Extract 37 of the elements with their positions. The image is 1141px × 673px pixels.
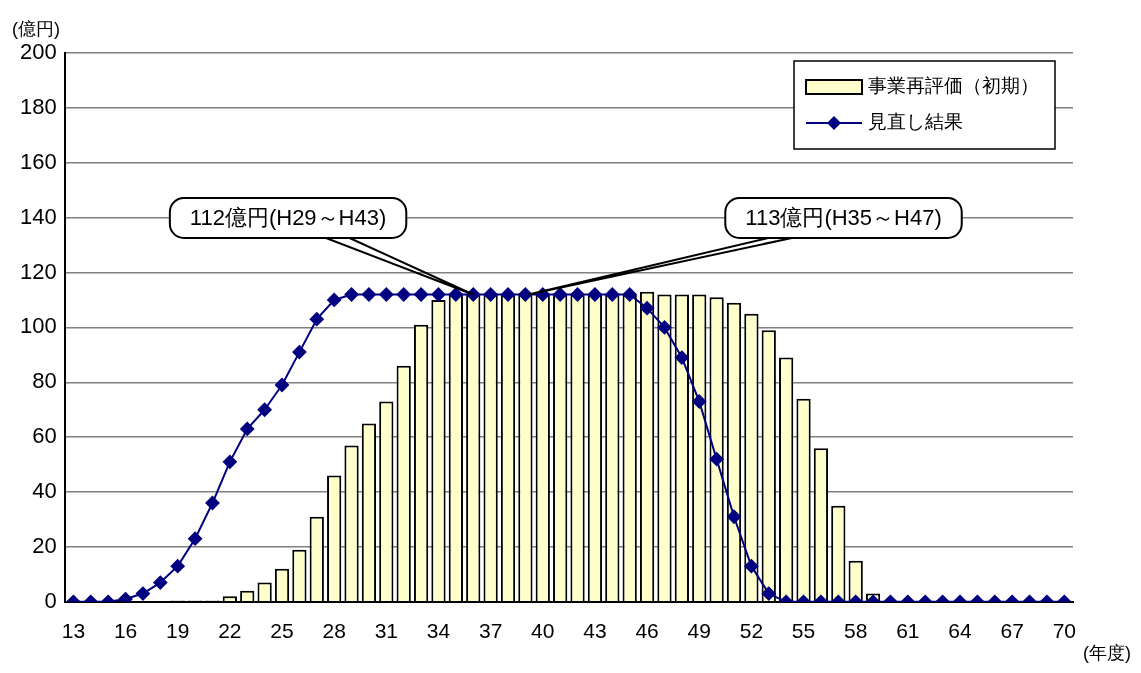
x-tick-label: 31 [374,619,398,643]
x-tick-label: 19 [166,619,190,643]
y-tick-label: 60 [32,423,57,449]
x-tick-label: 25 [270,619,294,643]
y-tick-label: 40 [32,478,57,504]
x-tick-label: 13 [61,619,86,643]
x-tick-label: 43 [583,619,607,643]
y-tick-label: 200 [19,39,57,65]
x-tick-label: 55 [791,619,816,643]
x-tick-label: 52 [739,619,764,643]
legend-label: 事業再評価（初期） [868,75,1039,97]
y-tick-label: 140 [19,203,57,229]
x-tick-label: 28 [322,619,346,643]
x-tick-label: 16 [113,619,138,643]
x-tick-label: 40 [531,619,555,643]
legend-label: 見直し結果 [868,111,963,133]
y-tick-label: 80 [32,368,57,394]
y-tick-label: 20 [32,532,57,558]
x-tick-label: 34 [426,619,451,643]
x-tick-label: 49 [687,619,711,643]
y-axis-title: (億円) [12,18,60,39]
x-tick-label: 37 [478,619,503,643]
x-tick-label: 61 [896,619,920,643]
x-tick-label: 58 [844,619,868,643]
annotation: 112億円(H29～H43) [189,205,387,231]
y-tick-label: 160 [19,148,57,174]
annotation: 113億円(H35～H47) [745,205,942,231]
x-tick-label: 67 [1000,619,1024,643]
y-tick-label: 0 [44,587,57,613]
x-tick-label: 46 [635,619,659,643]
x-axis-title: (年度) [1083,642,1131,663]
x-tick-label: 64 [948,619,972,643]
x-tick-label: 22 [218,619,242,643]
y-tick-label: 180 [19,93,57,119]
y-tick-label: 100 [19,313,57,339]
y-tick-label: 120 [19,258,57,284]
x-tick-label: 70 [1052,619,1076,643]
